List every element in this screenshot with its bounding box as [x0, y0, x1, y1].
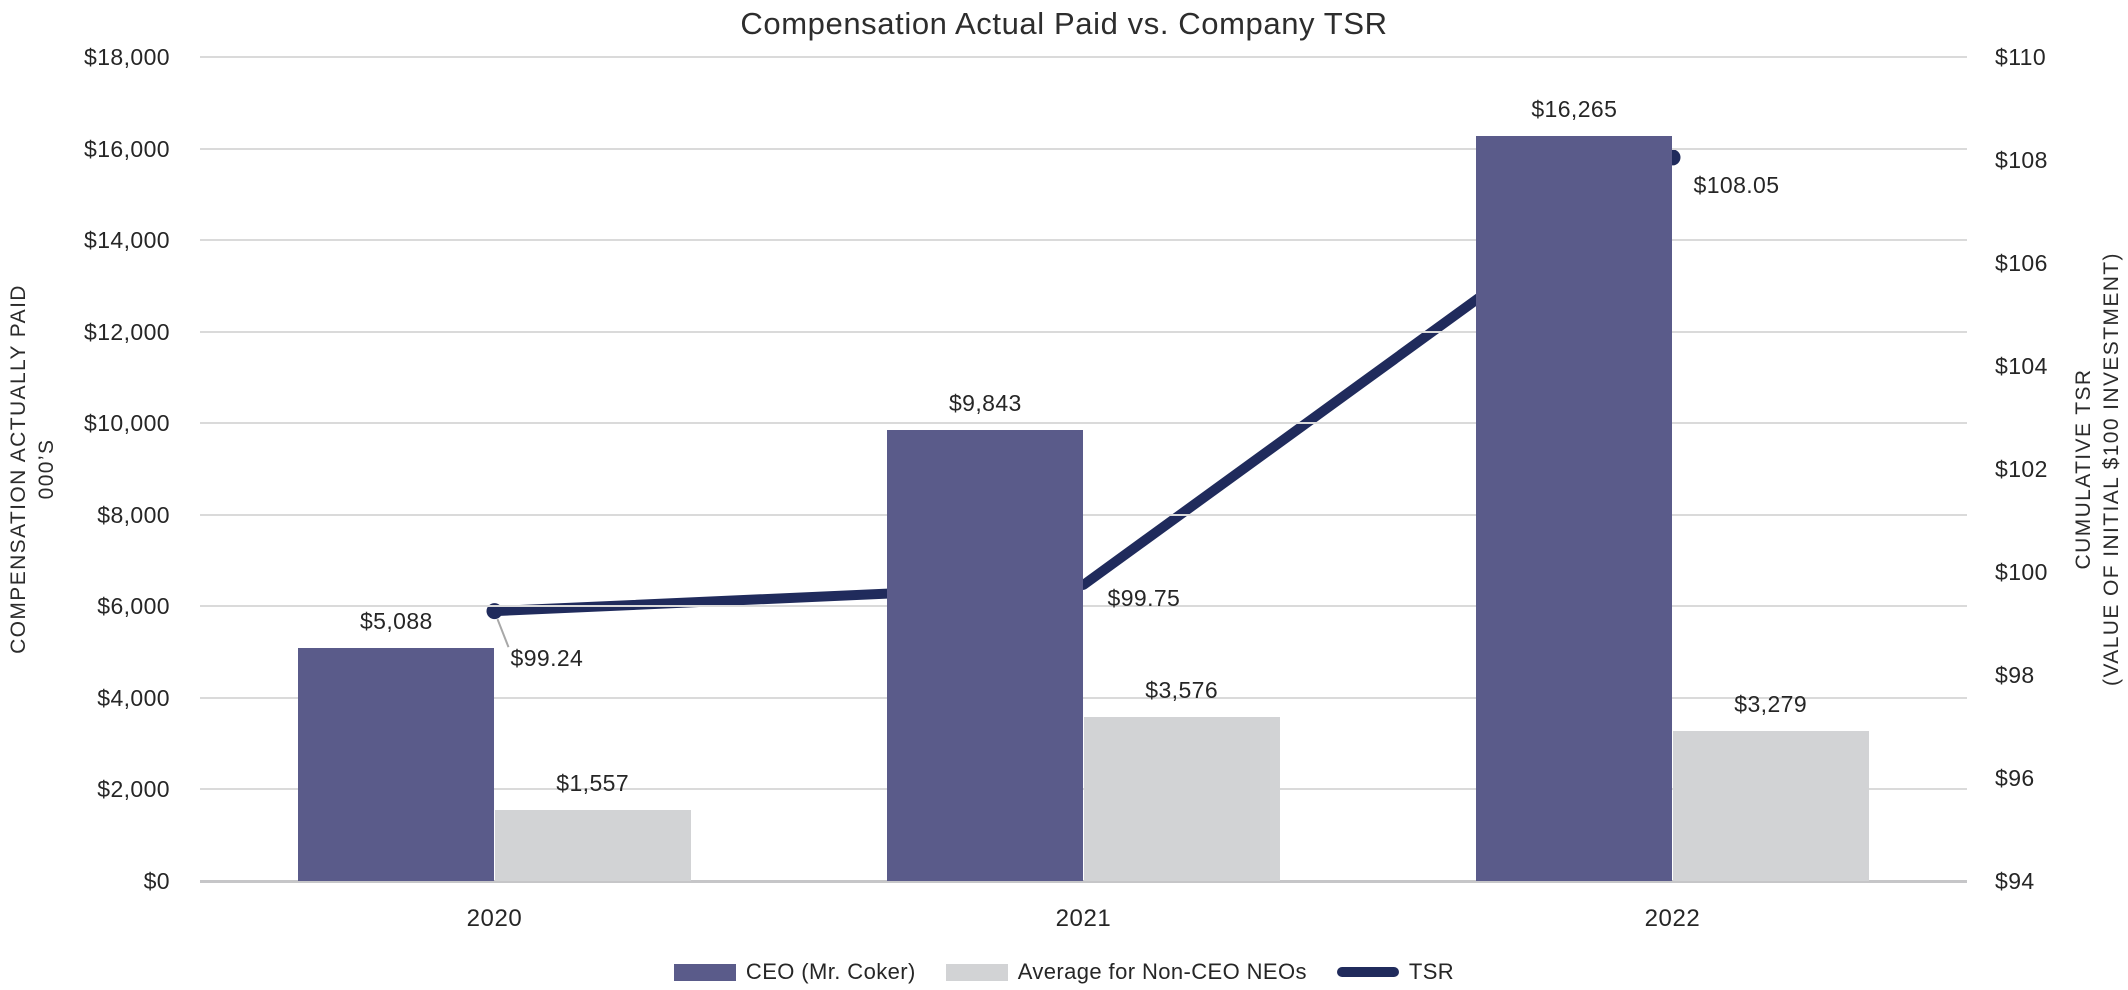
bar-value-label: $5,088	[359, 608, 433, 635]
gridline	[200, 605, 1967, 608]
left-tick-label: $2,000	[97, 776, 170, 803]
legend-item: TSR	[1336, 959, 1455, 985]
tsr-value-label: $108.05	[1693, 172, 1780, 199]
legend: CEO (Mr. Coker) Average for Non-CEO NEOs T…	[0, 952, 2128, 990]
right-tick-label: $96	[1995, 765, 2035, 791]
legend-item: CEO (Mr. Coker)	[673, 959, 916, 985]
left-tick-label: $4,000	[97, 684, 170, 711]
category-label: 2022	[1644, 905, 1701, 932]
left-tick-label: $8,000	[97, 501, 170, 528]
ceo-bar	[298, 648, 495, 881]
chart-title: Compensation Actual Paid vs. Company TSR	[740, 6, 1388, 41]
left-tick-label: $10,000	[84, 410, 170, 437]
right-tick-label: $102	[1995, 456, 2048, 482]
neo-bar	[1083, 717, 1280, 881]
legend-label: Average for Non-CEO NEOs	[1017, 959, 1307, 984]
right-axis-title-line1: CUMULATIVE TSR	[2072, 368, 2095, 570]
left-tick-label: $6,000	[97, 593, 170, 620]
tsr-value-label: $99.75	[1107, 584, 1181, 611]
legend-line-swatch	[1336, 967, 1399, 977]
category-label: 2020	[466, 905, 523, 932]
neo-bar	[1672, 730, 1869, 881]
ceo-bar	[887, 430, 1084, 881]
right-tick-label: $100	[1995, 559, 2048, 585]
legend-label: CEO (Mr. Coker)	[745, 959, 916, 984]
left-tick-label: $14,000	[84, 227, 170, 254]
left-axis-title-line1: COMPENSATION ACTUALLY PAID	[7, 284, 30, 654]
right-tick-label: $94	[1995, 868, 2035, 894]
right-tick-label: $98	[1995, 662, 2035, 688]
gridline	[200, 147, 1967, 150]
neo-bar	[494, 809, 691, 881]
gridline	[200, 513, 1967, 516]
gridline	[200, 696, 1967, 699]
left-tick-label: $18,000	[84, 44, 170, 70]
right-tick-label: $106	[1995, 250, 2048, 276]
category-label: 2021	[1055, 905, 1112, 932]
legend-bar-swatch	[945, 963, 1008, 981]
x-axis-baseline	[200, 880, 1967, 883]
legend-item: Average for Non-CEO NEOs	[945, 959, 1307, 985]
right-tick-label: $110	[1995, 44, 2047, 70]
right-tick-label: $104	[1995, 353, 2048, 379]
gridline	[200, 56, 1967, 58]
right-tick-label: $108	[1995, 147, 2048, 173]
bar-value-label: $3,576	[1145, 677, 1219, 704]
bar-value-label: $9,843	[948, 390, 1022, 417]
left-tick-label: $16,000	[84, 135, 170, 162]
gridline	[200, 330, 1967, 333]
right-axis-title: CUMULATIVE TSR (VALUE OF INITIAL $100 IN…	[2070, 19, 2128, 919]
left-tick-label: $0	[143, 868, 170, 894]
bar-value-label: $16,265	[1531, 96, 1618, 123]
gridline	[200, 239, 1967, 242]
tsr-value-label: $99.24	[510, 645, 584, 672]
bar-value-label: $1,557	[556, 769, 630, 796]
legend-label: TSR	[1408, 959, 1455, 984]
right-axis-title-line2: (VALUE OF INITIAL $100 INVESTMENT)	[2100, 252, 2123, 686]
ceo-bar	[1476, 136, 1673, 881]
bar-value-label: $3,279	[1734, 690, 1808, 717]
left-tick-label: $12,000	[84, 318, 170, 345]
legend-bar-swatch	[673, 963, 736, 981]
gridline	[200, 422, 1967, 425]
